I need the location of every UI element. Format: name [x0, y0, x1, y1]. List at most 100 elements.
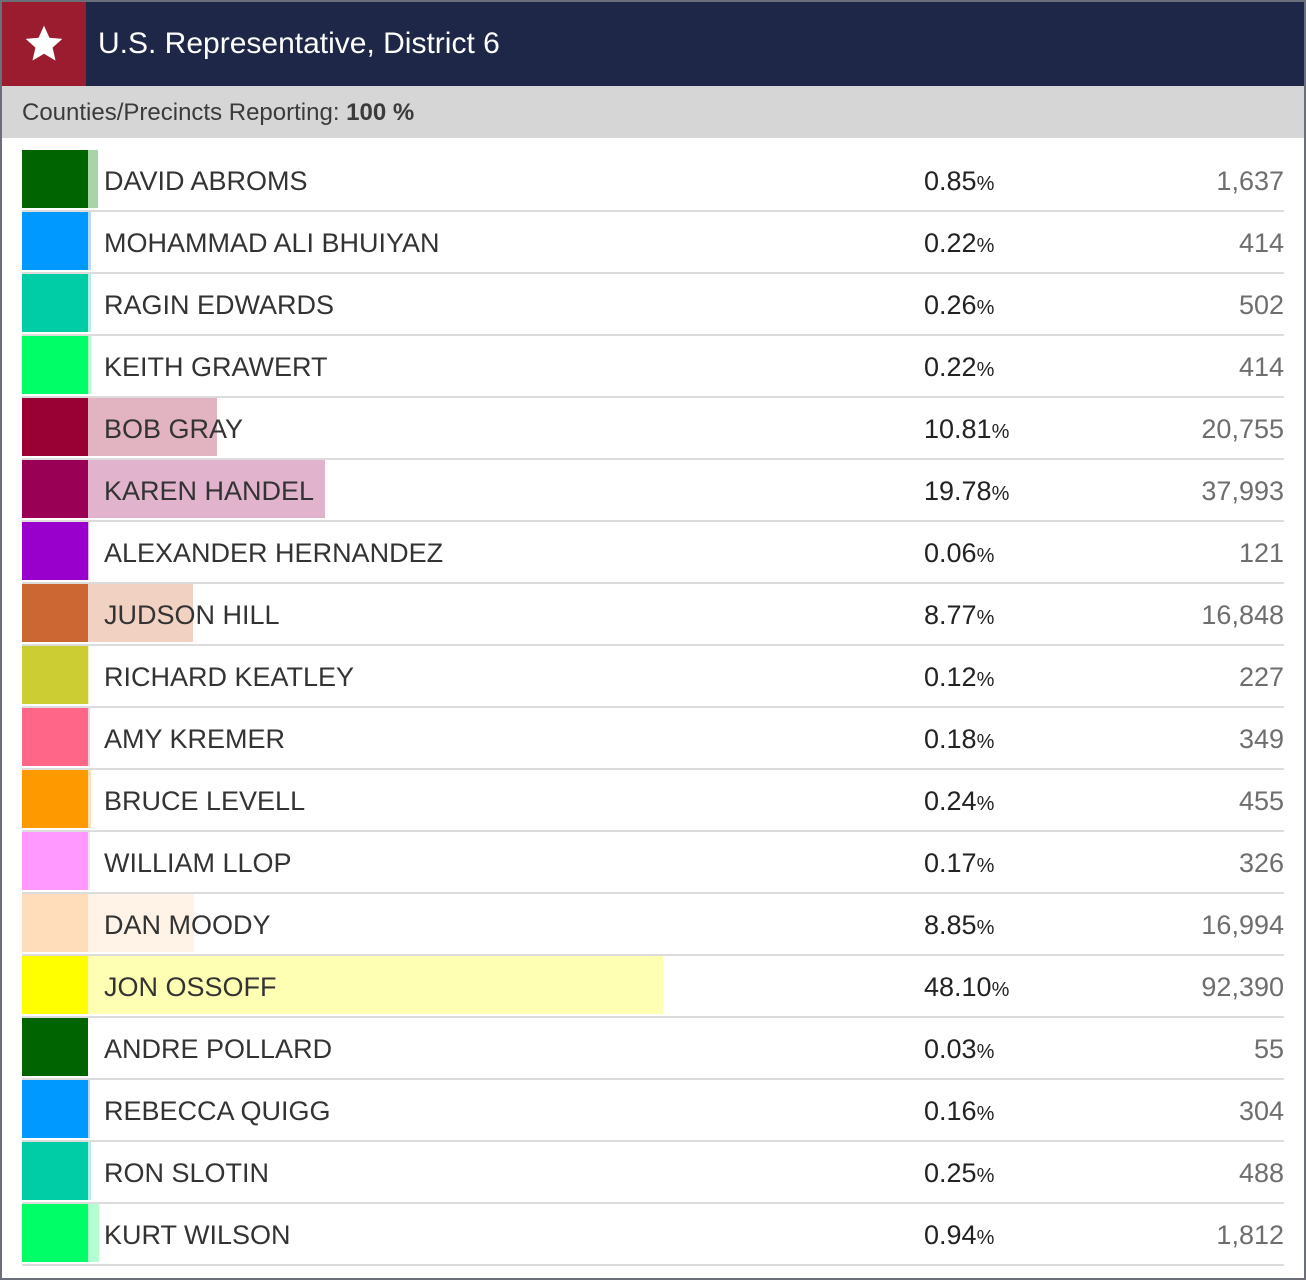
vote-percent: 0.25%	[924, 1142, 994, 1202]
percent-symbol: %	[976, 1227, 995, 1249]
candidate-name: BOB GRAY	[104, 414, 244, 444]
vote-percent-value: 19.78	[924, 476, 992, 506]
candidate-row: DAN MOODY 8.85% 16,994	[22, 894, 1284, 956]
vote-count: 1,637	[1216, 166, 1284, 196]
vote-percent-value: 0.18	[924, 724, 977, 754]
percent-symbol: %	[976, 731, 995, 753]
vote-percent: 0.03%	[924, 1018, 994, 1078]
candidate-row: WILLIAM LLOP 0.17% 326	[22, 832, 1284, 894]
candidate-name: KAREN HANDEL	[104, 476, 315, 506]
candidate-name: WILLIAM LLOP	[104, 848, 292, 878]
candidate-row: BRUCE LEVELL 0.24% 455	[22, 770, 1284, 832]
candidate-color-swatch	[22, 1018, 88, 1076]
candidate-row: RAGIN EDWARDS 0.26% 502	[22, 274, 1284, 336]
percent-symbol: %	[976, 173, 995, 195]
vote-percent-value: 8.85	[924, 910, 977, 940]
candidate-row: ANDRE POLLARD 0.03% 55	[22, 1018, 1284, 1080]
percent-symbol: %	[976, 855, 995, 877]
race-title: U.S. Representative, District 6	[98, 27, 500, 60]
candidate-color-swatch	[22, 1080, 88, 1138]
vote-percent: 0.22%	[924, 212, 994, 272]
vote-count: 37,993	[1201, 476, 1284, 506]
vote-share-bar	[88, 584, 193, 642]
candidate-color-swatch	[22, 956, 88, 1014]
vote-share-bar	[88, 336, 91, 394]
reporting-status: Counties/Precincts Reporting: 100 %	[2, 86, 1304, 138]
star-icon	[25, 25, 63, 61]
candidate-row: DAVID ABROMS 0.85% 1,637	[22, 150, 1284, 212]
vote-share-bar	[88, 522, 89, 580]
vote-count: 20,755	[1201, 414, 1284, 444]
candidate-row: KURT WILSON 0.94% 1,812	[22, 1204, 1284, 1266]
candidate-row: RICHARD KEATLEY 0.12% 227	[22, 646, 1284, 708]
vote-percent-value: 0.22	[924, 228, 977, 258]
candidate-name: KEITH GRAWERT	[104, 352, 328, 382]
candidate-name: MOHAMMAD ALI BHUIYAN	[104, 228, 440, 258]
vote-count: 55	[1253, 1034, 1284, 1064]
candidate-name: KURT WILSON	[104, 1220, 291, 1250]
vote-count: 326	[1238, 848, 1284, 878]
percent-symbol: %	[991, 979, 1010, 1001]
vote-count: 1,812	[1216, 1220, 1284, 1250]
vote-share-bar	[88, 832, 90, 890]
percent-symbol: %	[976, 669, 995, 691]
percent-symbol: %	[976, 297, 995, 319]
vote-share-bar	[88, 1204, 99, 1262]
vote-percent-value: 0.12	[924, 662, 977, 692]
vote-count: 92,390	[1201, 972, 1284, 1002]
candidate-color-swatch	[22, 1204, 88, 1262]
percent-symbol: %	[976, 1165, 995, 1187]
vote-count: 16,848	[1201, 600, 1284, 630]
vote-share-bar	[88, 212, 91, 270]
candidate-name: JUDSON HILL	[104, 600, 280, 630]
candidate-color-swatch	[22, 398, 88, 456]
candidate-name: JON OSSOFF	[104, 972, 277, 1002]
vote-count: 304	[1238, 1096, 1284, 1126]
percent-symbol: %	[991, 421, 1010, 443]
percent-symbol: %	[991, 483, 1010, 505]
candidate-name: DAN MOODY	[104, 910, 271, 940]
reporting-label: Counties/Precincts Reporting:	[22, 99, 340, 126]
percent-symbol: %	[976, 359, 995, 381]
vote-count: 488	[1238, 1158, 1284, 1188]
vote-share-bar	[88, 460, 325, 518]
race-header: U.S. Representative, District 6	[2, 2, 1304, 86]
vote-share-bar	[88, 1080, 90, 1138]
candidate-name: ALEXANDER HERNANDEZ	[104, 538, 444, 568]
vote-percent: 48.10%	[924, 956, 1009, 1016]
candidate-color-swatch	[22, 646, 88, 704]
vote-count: 227	[1238, 662, 1284, 692]
candidate-color-swatch	[22, 770, 88, 828]
star-badge	[2, 2, 86, 86]
candidate-row: KAREN HANDEL 19.78% 37,993	[22, 460, 1284, 522]
candidate-row: BOB GRAY 10.81% 20,755	[22, 398, 1284, 460]
vote-share-bar	[88, 1142, 91, 1200]
reporting-value: 100 %	[346, 99, 415, 126]
percent-symbol: %	[976, 545, 995, 567]
vote-percent: 8.77%	[924, 584, 994, 644]
vote-share-bar	[88, 646, 89, 704]
percent-symbol: %	[976, 1103, 995, 1125]
vote-count: 455	[1238, 786, 1284, 816]
vote-percent-value: 0.22	[924, 352, 977, 382]
candidate-list: DAVID ABROMS 0.85% 1,637 MOHAMMAD ALI BHUIY…	[22, 150, 1284, 1266]
candidate-row: REBECCA QUIGG 0.16% 304	[22, 1080, 1284, 1142]
vote-percent: 0.26%	[924, 274, 994, 334]
vote-percent: 19.78%	[924, 460, 1009, 520]
vote-percent-value: 0.24	[924, 786, 977, 816]
candidate-name: BRUCE LEVELL	[104, 786, 306, 816]
vote-percent: 8.85%	[924, 894, 994, 954]
candidate-color-swatch	[22, 522, 88, 580]
vote-percent: 0.18%	[924, 708, 994, 768]
vote-count: 16,994	[1201, 910, 1284, 940]
candidate-color-swatch	[22, 894, 88, 952]
candidate-row: JUDSON HILL 8.77% 16,848	[22, 584, 1284, 646]
vote-share-bar	[88, 150, 98, 208]
candidate-name: AMY KREMER	[104, 724, 286, 754]
candidate-color-swatch	[22, 708, 88, 766]
percent-symbol: %	[976, 607, 995, 629]
vote-count: 502	[1238, 290, 1284, 320]
percent-symbol: %	[976, 235, 995, 257]
candidate-name: RAGIN EDWARDS	[104, 290, 335, 320]
candidate-name: REBECCA QUIGG	[104, 1096, 331, 1126]
